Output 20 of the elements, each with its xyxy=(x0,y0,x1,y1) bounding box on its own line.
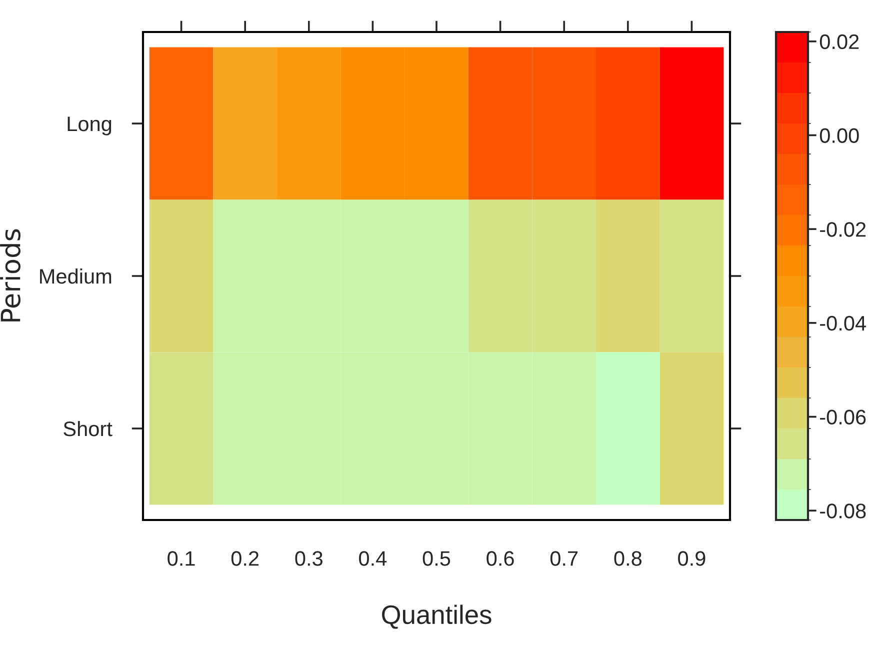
x-tick-label: 0.8 xyxy=(614,551,642,566)
x-axis-title: Quantiles xyxy=(382,604,492,629)
x-tick-label: 0.7 xyxy=(550,551,578,566)
x-tick-label: 0.6 xyxy=(486,551,514,566)
x-tick-label: 0.2 xyxy=(231,551,259,566)
y-axis-title: Periods xyxy=(0,229,20,322)
color-bar-label: -0.04 xyxy=(820,316,866,331)
color-bar-label: 0.00 xyxy=(820,128,859,143)
x-tick-label: 0.9 xyxy=(678,551,706,566)
x-tick-label: 0.5 xyxy=(422,551,450,566)
color-bar-label: -0.02 xyxy=(820,222,866,237)
y-tick-label: Medium xyxy=(40,268,112,284)
x-tick-label: 0.4 xyxy=(359,551,387,566)
color-bar-label: -0.06 xyxy=(820,410,866,425)
color-bar-label: -0.08 xyxy=(820,504,866,518)
y-tick-label: Short xyxy=(64,420,112,436)
color-bar-label: 0.02 xyxy=(820,34,859,50)
x-tick-label: 0.1 xyxy=(168,551,195,566)
x-tick-label: 0.3 xyxy=(295,551,322,566)
y-tick-label: Long xyxy=(68,116,112,136)
